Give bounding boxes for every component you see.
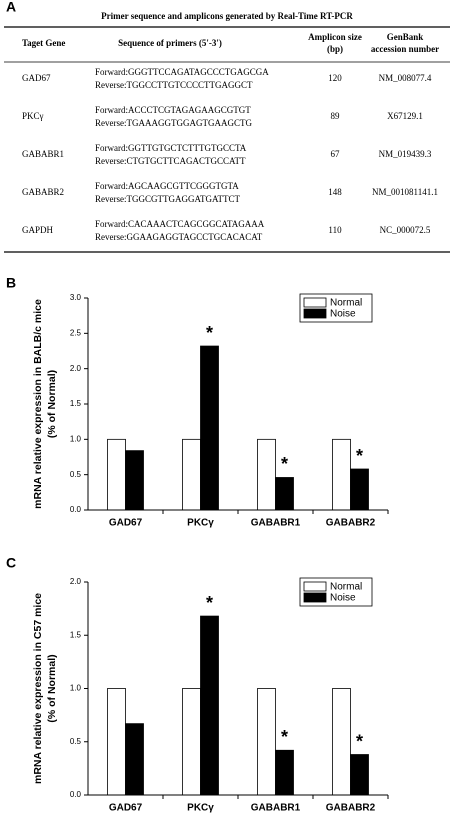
bar: [182, 688, 201, 796]
bar: [125, 723, 144, 796]
table-header: (bp): [327, 44, 343, 54]
bar: [257, 688, 276, 796]
accession-cell: X67129.1: [387, 111, 423, 121]
bar: [200, 345, 219, 511]
panel-label: B: [6, 275, 16, 291]
y-tick-label: 2.0: [70, 577, 82, 586]
y-tick-label: 3.0: [70, 293, 82, 302]
primer-cell: Reverse:CTGTGCTTCAGACTGCCATT: [95, 156, 246, 166]
bar: [350, 468, 369, 511]
significance-marker: *: [356, 731, 363, 751]
gene-cell: GABABR1: [22, 149, 64, 159]
panel-label: C: [6, 555, 16, 571]
table-header: Sequence of primers (5'-3'): [118, 38, 222, 48]
amplicon-cell: 110: [328, 225, 342, 235]
bar: [107, 438, 126, 511]
amplicon-cell: 67: [331, 149, 341, 159]
y-tick-label: 1.0: [70, 684, 82, 693]
primer-cell: Reverse:GGAAGAGGTAGCCTGCACACAT: [95, 232, 263, 242]
amplicon-cell: 89: [331, 111, 341, 121]
x-tick-label: GABABR2: [326, 803, 376, 814]
bar: [107, 688, 126, 796]
x-tick-label: PKCγ: [187, 803, 214, 814]
y-tick-label: 1.0: [70, 434, 82, 443]
x-tick-label: GABABR1: [251, 518, 301, 529]
primer-cell: Forward:CACAAACTCAGCGGCATAGAAA: [95, 219, 265, 229]
bar: [275, 477, 294, 511]
legend-swatch: [303, 581, 327, 592]
y-tick-label: 0.5: [70, 470, 82, 479]
bar: [332, 688, 351, 796]
primer-cell: Reverse:TGGCCTTGTCCCCTTGAGGCT: [95, 80, 253, 90]
table-title: Primer sequence and amplicons generated …: [101, 11, 353, 21]
y-tick-label: 1.5: [70, 399, 82, 408]
x-tick-label: GABABR2: [326, 518, 376, 529]
primer-cell: Forward:AGCAAGCGTTCGGGTGTA: [95, 181, 239, 191]
x-tick-label: GABABR1: [251, 803, 301, 814]
y-tick-label: 2.5: [70, 328, 82, 337]
table-header: accession number: [371, 44, 439, 54]
primer-cell: Forward:ACCCTCGTAGAGAAGCGTGT: [95, 105, 251, 115]
significance-marker: *: [206, 593, 213, 613]
significance-marker: *: [281, 454, 288, 474]
y-tick-label: 1.5: [70, 630, 82, 639]
table-header: GenBank: [387, 32, 424, 42]
primer-cell: Reverse:TGAAAGGTGGAGTGAAGCTG: [95, 118, 252, 128]
primer-cell: Reverse:TGGCGTTGAGGATGATTCT: [95, 194, 240, 204]
x-tick-label: GAD67: [109, 803, 143, 814]
gene-cell: GAPDH: [22, 225, 54, 235]
gene-cell: GABABR2: [22, 187, 64, 197]
y-tick-label: 0.5: [70, 737, 82, 746]
significance-marker: *: [281, 727, 288, 747]
bar: [332, 438, 351, 511]
x-tick-label: GAD67: [109, 518, 143, 529]
y-tick-label: 0.0: [70, 790, 82, 799]
primer-cell: Forward:GGTTGTGCTCTTTGTGCCTA: [95, 143, 247, 153]
y-axis-label: mRNA relative expression in BALB/c mice: [32, 299, 44, 509]
accession-cell: NM_019439.3: [379, 149, 432, 159]
bar: [257, 438, 276, 511]
legend-label: Noise: [330, 309, 356, 320]
primer-cell: Forward:GGGTTCCAGATAGCCCTGAGCGA: [95, 67, 269, 77]
gene-cell: PKCγ: [22, 111, 44, 121]
y-axis-label: (% of Normal): [46, 370, 58, 438]
y-tick-label: 2.0: [70, 364, 82, 373]
accession-cell: NM_008077.4: [379, 73, 432, 83]
amplicon-cell: 120: [328, 73, 342, 83]
amplicon-cell: 148: [328, 187, 342, 197]
y-axis-label: (% of Normal): [46, 654, 58, 722]
accession-cell: NM_001081141.1: [372, 187, 438, 197]
bar: [182, 438, 201, 511]
accession-cell: NC_000072.5: [380, 225, 431, 235]
significance-marker: *: [356, 446, 363, 466]
legend-label: Normal: [330, 582, 362, 593]
y-tick-label: 0.0: [70, 505, 82, 514]
table-header: Taget Gene: [22, 38, 65, 48]
y-axis-label: mRNA relative expression in C57 mice: [32, 593, 44, 784]
legend-label: Normal: [330, 298, 362, 309]
panel-label: A: [6, 0, 16, 15]
bar: [275, 749, 294, 796]
significance-marker: *: [206, 323, 213, 343]
legend-swatch: [303, 297, 327, 308]
x-tick-label: PKCγ: [187, 518, 214, 529]
bar: [125, 450, 144, 511]
legend-swatch: [303, 592, 327, 603]
legend-swatch: [303, 308, 327, 319]
bar: [350, 754, 369, 796]
legend-label: Noise: [330, 593, 356, 604]
bar: [200, 615, 219, 796]
gene-cell: GAD67: [22, 73, 51, 83]
table-header: Amplicon size: [308, 32, 362, 42]
